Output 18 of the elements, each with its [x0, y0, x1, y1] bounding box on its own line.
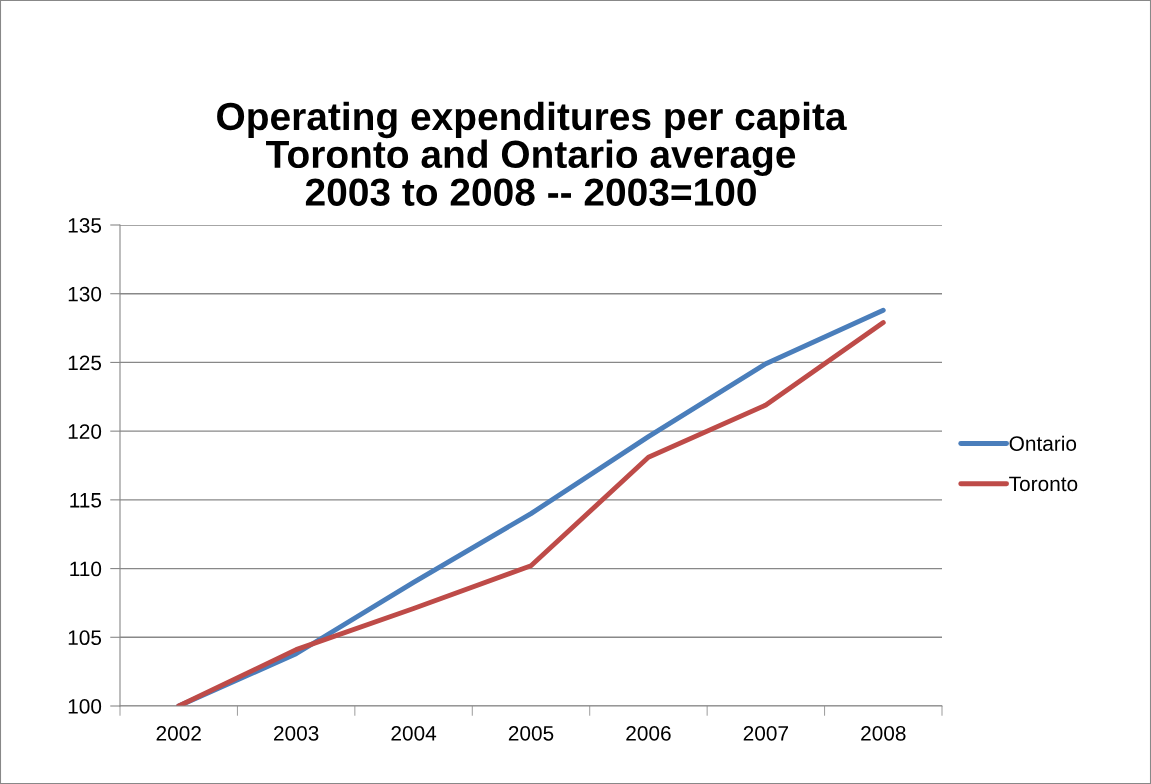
y-tick-label: 105 [68, 630, 102, 646]
y-tick-label: 115 [70, 493, 102, 508]
x-tick-label: 2003 [274, 725, 319, 741]
legend-label: Ontario [1009, 435, 1077, 451]
y-tick-label: 135 [68, 218, 102, 233]
y-tick-label: 125 [68, 355, 102, 371]
y-tick-label: 130 [68, 286, 102, 302]
x-tick-label: 2004 [391, 725, 437, 741]
y-tick-label: 100 [68, 699, 102, 714]
x-tick-label: 2008 [861, 725, 906, 741]
chart-title: Operating expenditures per capita Toronto and Ontario average 2003 to 2008 -- 2003=100 [217, 101, 847, 206]
legend-label: Toronto [1009, 476, 1078, 492]
x-tick-label: 2007 [743, 725, 788, 741]
y-tick-label: 110 [70, 561, 102, 577]
x-tick-label: 2006 [626, 725, 671, 741]
x-tick-label: 2005 [508, 725, 554, 741]
x-tick-label: 2002 [156, 725, 201, 741]
y-tick-label: 120 [68, 424, 102, 439]
